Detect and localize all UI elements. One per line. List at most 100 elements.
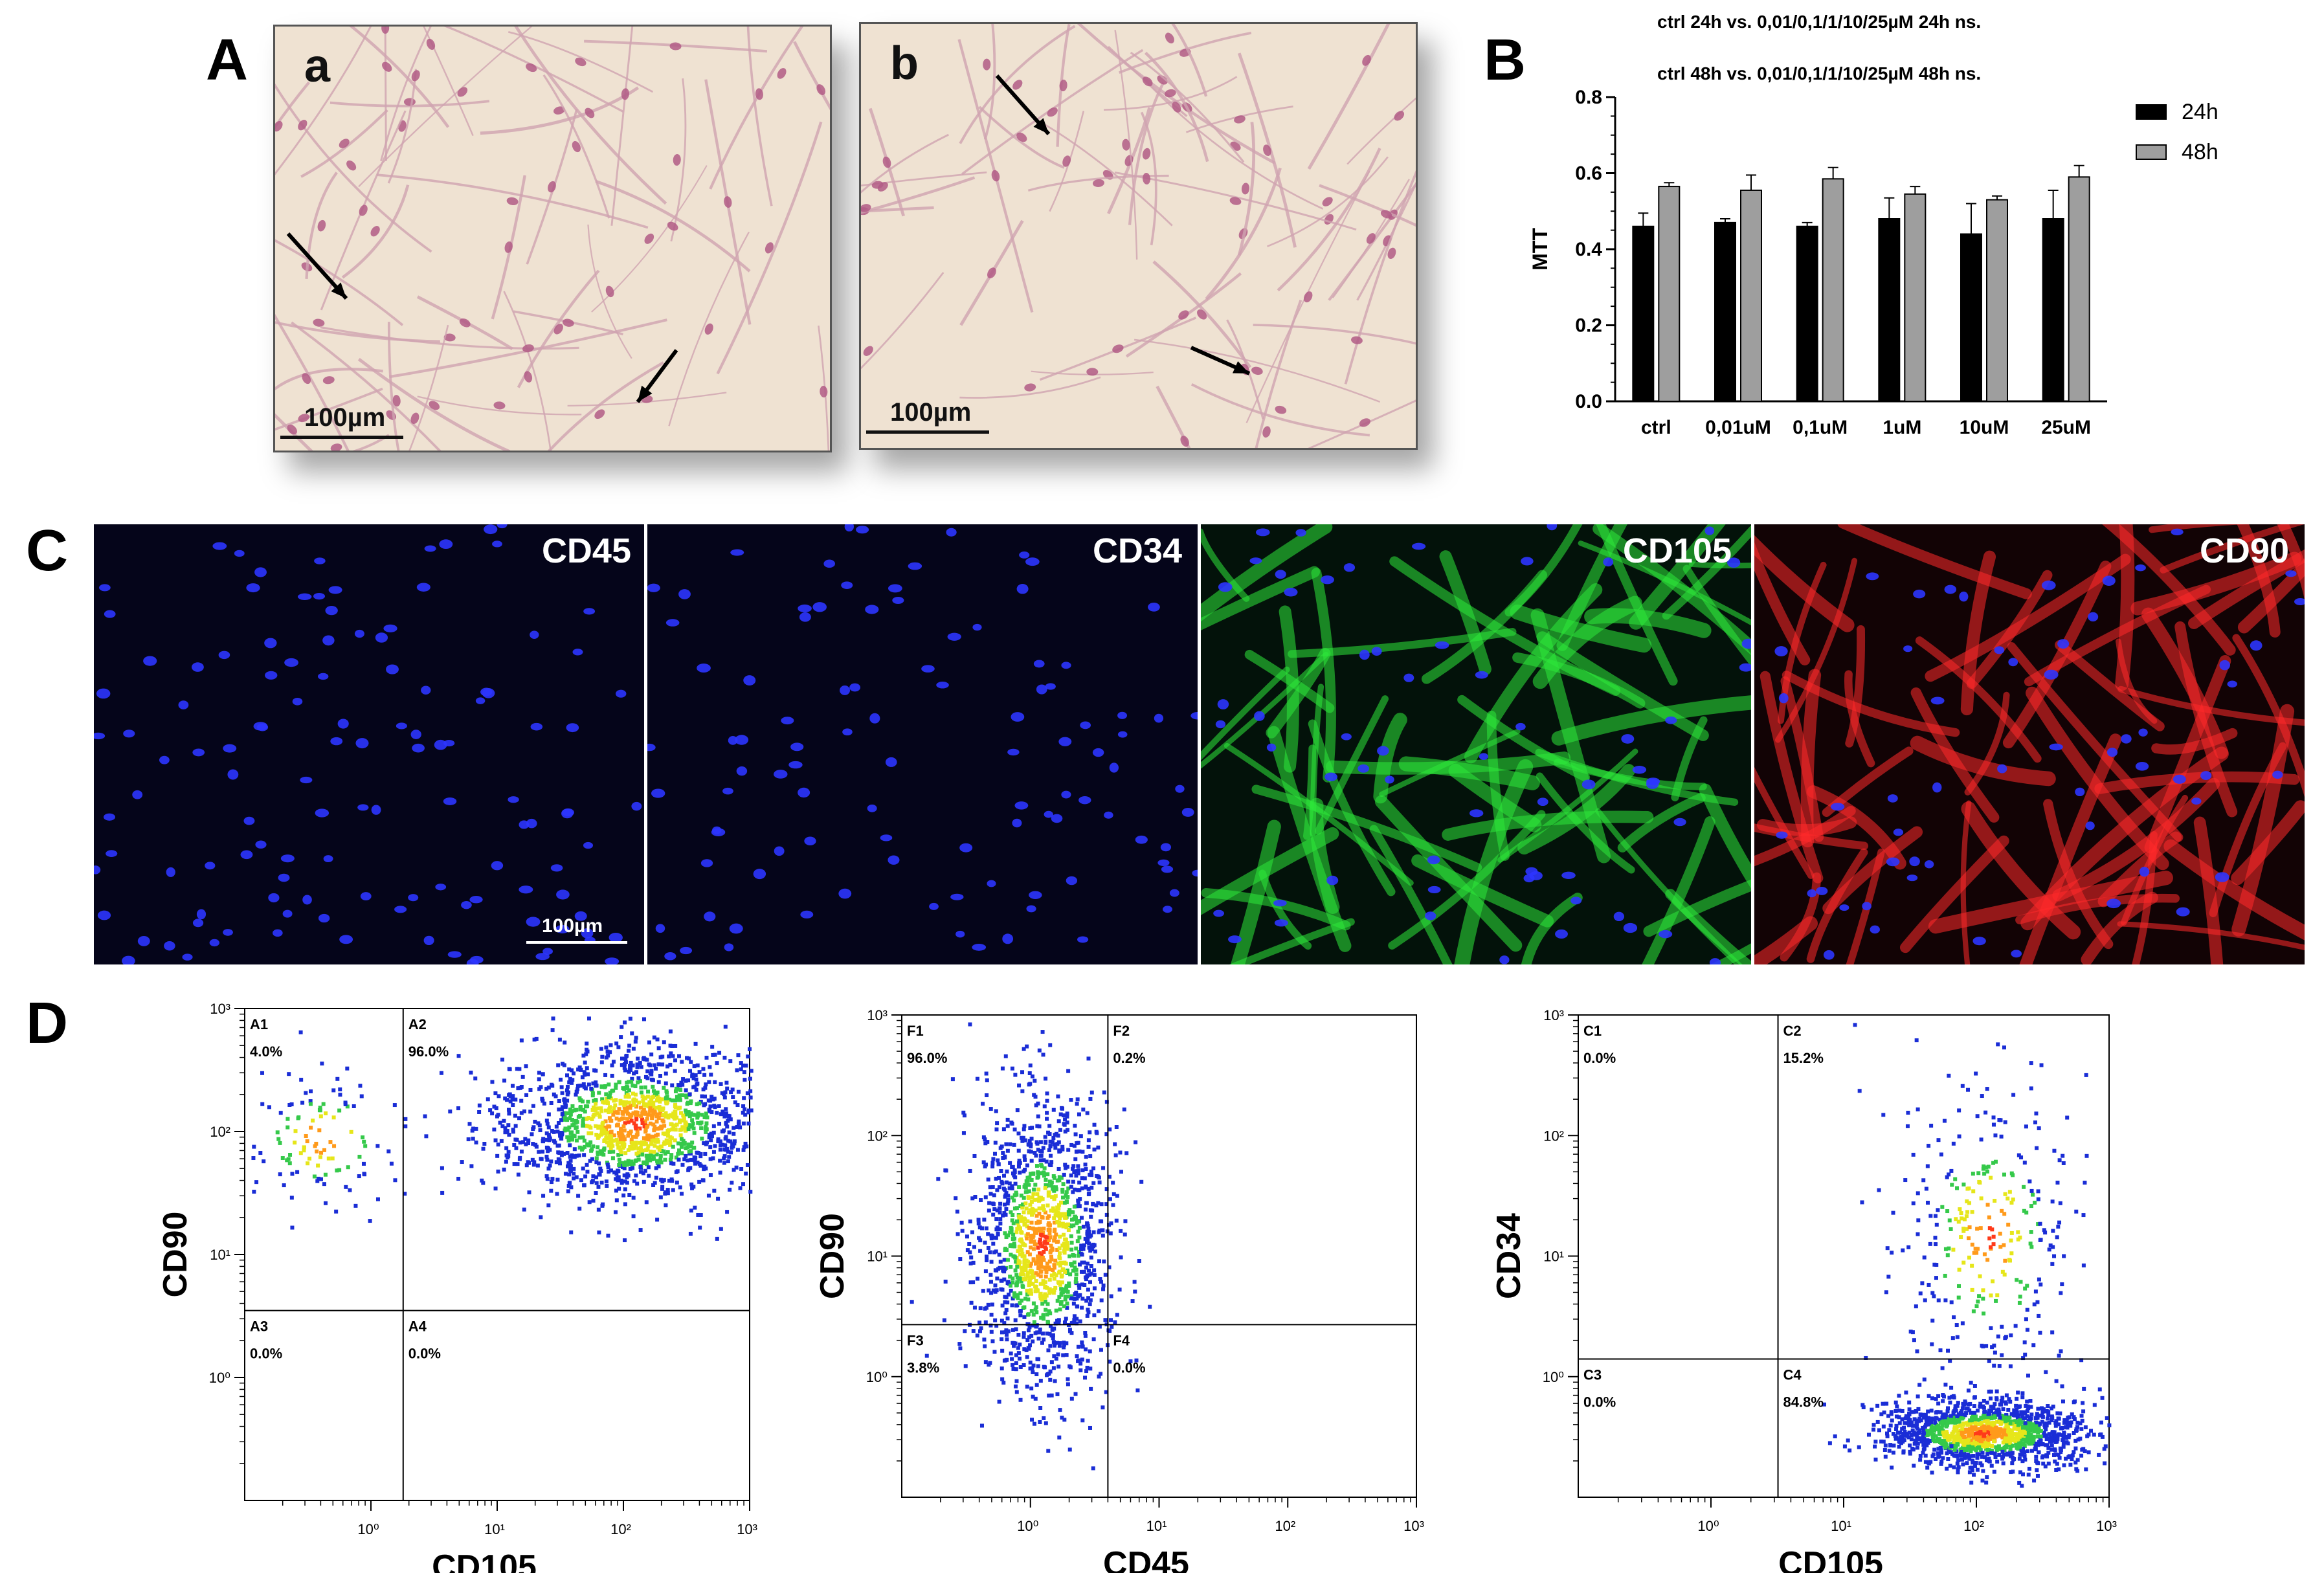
event-dot <box>1029 1270 1034 1275</box>
event-dot <box>423 1114 427 1119</box>
nucleus-dapi <box>2176 907 2190 917</box>
nucleus-dapi <box>1377 746 1389 756</box>
event-dot <box>662 1140 667 1144</box>
event-dot <box>1040 1244 1044 1249</box>
event-dot <box>1102 1259 1106 1264</box>
event-dot <box>704 1141 709 1145</box>
event-dot <box>651 1089 656 1093</box>
event-dot <box>1029 1234 1033 1238</box>
event-dot <box>544 1154 549 1159</box>
event-dot <box>651 1122 656 1127</box>
event-dot <box>625 1172 630 1177</box>
event-dot <box>728 1117 733 1122</box>
event-dot <box>1008 1275 1012 1279</box>
event-dot <box>1041 1053 1045 1057</box>
event-dot <box>622 1065 627 1070</box>
event-dot <box>681 1119 686 1123</box>
event-dot <box>2061 1438 2065 1443</box>
event-dot <box>669 1136 674 1141</box>
event-dot <box>1936 1425 1940 1429</box>
event-dot <box>1064 1317 1068 1321</box>
event-dot <box>717 1104 721 1108</box>
nucleus-dapi <box>1930 696 1945 705</box>
event-dot <box>968 1022 972 1027</box>
event-dot <box>1056 1206 1061 1210</box>
event-dot <box>993 1141 998 1145</box>
event-dot <box>1056 1140 1061 1144</box>
event-dot <box>597 1161 601 1166</box>
event-dot <box>1069 1240 1074 1245</box>
event-dot <box>1005 1169 1009 1174</box>
event-dot <box>638 1126 642 1131</box>
event-dot <box>605 1184 609 1188</box>
event-dot <box>512 1142 517 1147</box>
event-dot <box>2016 1426 2020 1431</box>
event-dot <box>1113 1320 1117 1324</box>
event-dot <box>1022 1154 1027 1159</box>
cell-nucleus <box>1012 80 1023 90</box>
event-dot <box>601 1100 605 1104</box>
nucleus-dapi <box>2088 612 2099 622</box>
event-dot <box>662 1086 666 1090</box>
event-dot <box>1902 1438 1906 1443</box>
event-dot <box>2053 1453 2058 1457</box>
nucleus-dapi <box>264 638 277 649</box>
event-dot <box>1082 1243 1086 1247</box>
panel-letter-a: A <box>206 28 248 93</box>
event-dot <box>944 1168 948 1173</box>
event-dot <box>728 1139 733 1144</box>
event-dot <box>2002 1453 2006 1457</box>
event-dot <box>1990 1435 1994 1440</box>
nucleus-dapi <box>1217 699 1229 709</box>
event-dot <box>619 1126 623 1131</box>
event-dot <box>1926 1416 1930 1420</box>
event-dot <box>586 1099 590 1104</box>
event-dot <box>996 1158 1000 1163</box>
event-dot <box>664 1095 669 1100</box>
event-dot <box>1057 1261 1062 1265</box>
event-dot <box>557 1121 561 1126</box>
cytoplasm-stain <box>1201 566 1321 630</box>
event-dot <box>1998 1447 2002 1451</box>
event-dot <box>1063 1297 1067 1302</box>
event-dot <box>594 1191 598 1196</box>
event-dot <box>588 1140 593 1144</box>
nucleus-dapi <box>774 770 788 779</box>
event-dot <box>608 1105 612 1109</box>
event-dot <box>490 1111 495 1116</box>
event-dot <box>1029 1177 1034 1182</box>
event-dot <box>1016 1333 1021 1337</box>
event-dot <box>1040 1253 1044 1258</box>
event-dot <box>1960 1427 1965 1431</box>
event-dot <box>2001 1407 2006 1412</box>
nucleus-dapi <box>256 723 269 731</box>
x-tick-label: 10uM <box>1960 417 2009 438</box>
event-dot <box>1035 1124 1040 1128</box>
event-dot <box>1000 1377 1005 1381</box>
event-dot <box>568 1076 572 1081</box>
event-dot <box>1046 1130 1051 1135</box>
nucleus-dapi <box>104 610 116 618</box>
event-dot <box>1073 1297 1077 1301</box>
event-dot <box>605 1140 609 1144</box>
event-dot <box>1059 1293 1064 1297</box>
nucleus-dapi <box>1959 591 1969 602</box>
event-dot <box>1012 1198 1016 1203</box>
event-dot <box>492 1104 497 1109</box>
event-dot <box>1985 1452 1990 1456</box>
event-dot <box>662 1178 666 1183</box>
event-dot <box>1005 1333 1009 1337</box>
event-dot <box>1063 1237 1067 1242</box>
cell-nucleus <box>459 318 471 328</box>
event-dot <box>2028 1415 2032 1420</box>
nucleus-dapi <box>1632 765 1647 774</box>
cytoplasm-stain <box>1846 848 1885 964</box>
event-dot <box>1075 1239 1080 1243</box>
event-dot <box>2059 1450 2063 1454</box>
event-dot <box>996 1162 1001 1166</box>
event-dot <box>1946 1434 1950 1438</box>
event-dot <box>744 1144 749 1149</box>
fluorescence-cd34: CD34 <box>647 524 1198 964</box>
event-dot <box>1943 1439 1947 1443</box>
event-dot <box>1066 1228 1071 1232</box>
